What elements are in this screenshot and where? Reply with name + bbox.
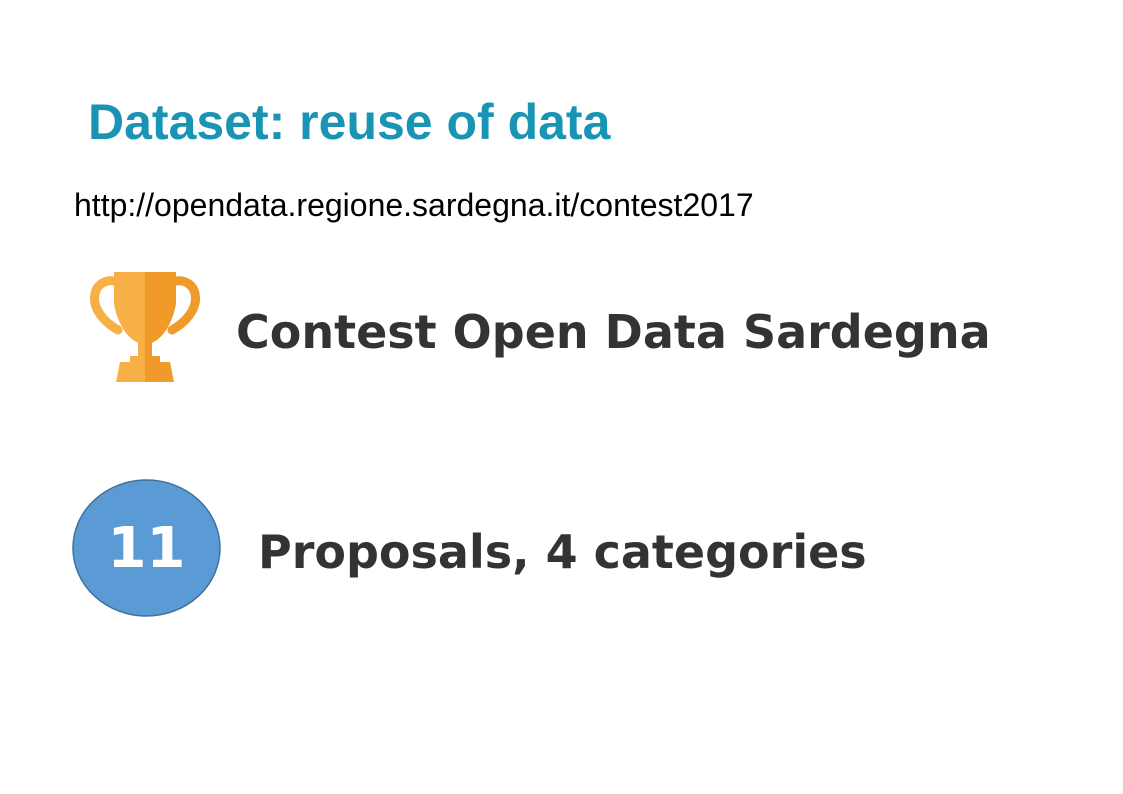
- trophy-icon: [86, 268, 204, 384]
- contest-label: Contest Open Data Sardegna: [236, 305, 991, 359]
- proposals-label: Proposals, 4 categories: [258, 525, 867, 579]
- proposal-count-badge: 11: [72, 479, 221, 617]
- proposal-count: 11: [107, 515, 186, 581]
- slide-title: Dataset: reuse of data: [88, 94, 611, 150]
- contest-url[interactable]: http://opendata.regione.sardegna.it/cont…: [74, 187, 754, 223]
